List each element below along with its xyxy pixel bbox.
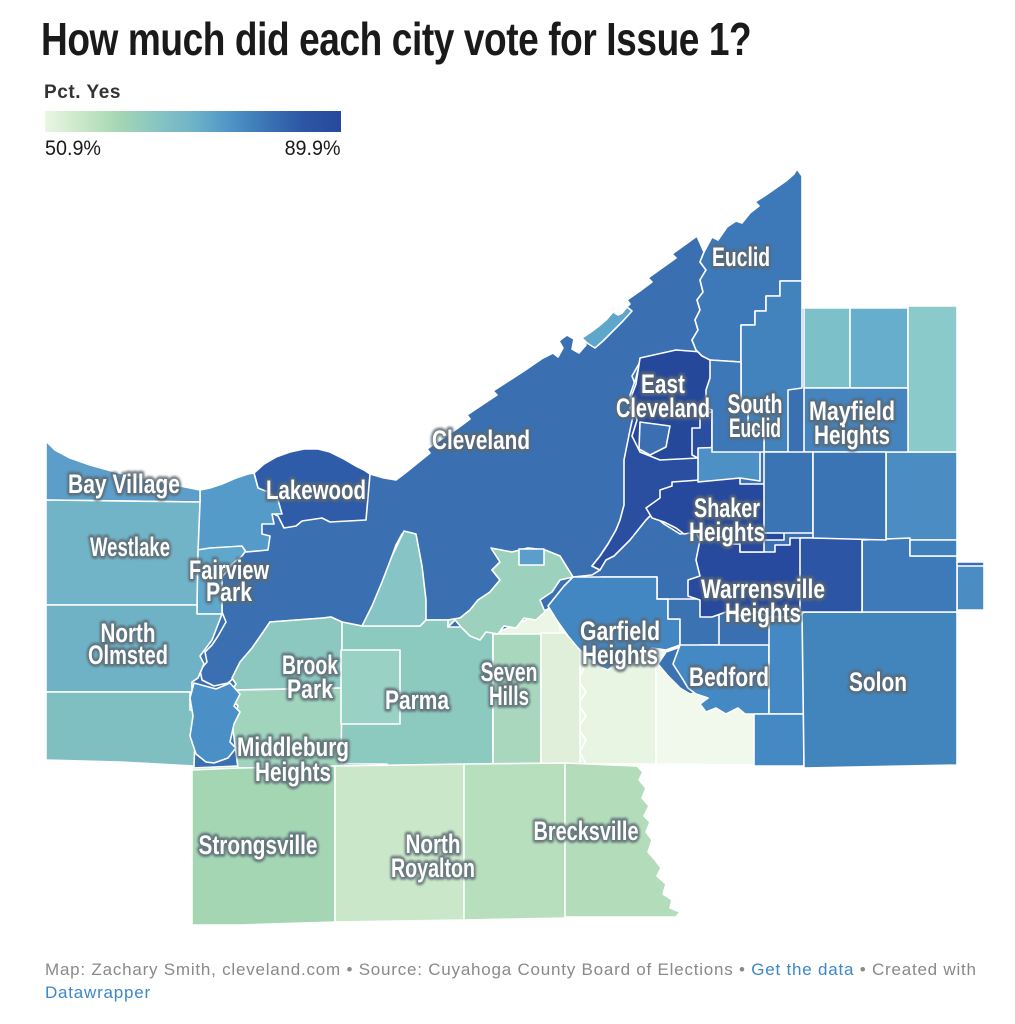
svg-text:Brook: Brook	[282, 650, 339, 680]
svg-text:Park: Park	[206, 577, 253, 607]
svg-text:Bay Village: Bay Village	[68, 469, 180, 499]
svg-text:North: North	[406, 829, 461, 859]
svg-text:Euclid: Euclid	[712, 242, 770, 272]
svg-text:Lakewood: Lakewood	[266, 475, 366, 505]
svg-text:South: South	[728, 389, 783, 419]
svg-text:Euclid: Euclid	[729, 413, 781, 443]
svg-text:Parma: Parma	[385, 685, 450, 715]
svg-text:Royalton: Royalton	[391, 853, 475, 883]
svg-text:Garfield: Garfield	[580, 616, 660, 646]
svg-text:Lakewood: Lakewood	[266, 475, 366, 505]
svg-text:Warrensville: Warrensville	[701, 574, 825, 604]
svg-text:Brook: Brook	[282, 650, 339, 680]
svg-text:Heights: Heights	[255, 757, 331, 787]
svg-text:Westlake: Westlake	[90, 532, 170, 562]
svg-text:Royalton: Royalton	[391, 853, 475, 883]
svg-text:Bedford: Bedford	[689, 662, 769, 692]
svg-text:North: North	[101, 618, 156, 648]
svg-text:Heights: Heights	[814, 420, 890, 450]
svg-text:Warrensville: Warrensville	[701, 574, 825, 604]
svg-text:Park: Park	[287, 674, 334, 704]
svg-text:Heights: Heights	[582, 640, 658, 670]
svg-text:Cleveland: Cleveland	[432, 425, 530, 455]
svg-text:Fairview: Fairview	[189, 555, 270, 585]
svg-text:Seven: Seven	[481, 657, 538, 687]
svg-text:Heights: Heights	[725, 598, 801, 628]
svg-text:Euclid: Euclid	[729, 413, 781, 443]
svg-text:Olmsted: Olmsted	[88, 640, 168, 670]
svg-text:Heights: Heights	[814, 420, 890, 450]
svg-text:Euclid: Euclid	[712, 242, 770, 272]
svg-text:Strongsville: Strongsville	[199, 830, 318, 860]
svg-text:Middleburg: Middleburg	[237, 732, 349, 762]
svg-text:Bedford: Bedford	[689, 662, 769, 692]
svg-text:Heights: Heights	[725, 598, 801, 628]
svg-text:Hills: Hills	[489, 681, 529, 711]
svg-text:South: South	[728, 389, 783, 419]
svg-text:Heights: Heights	[689, 517, 765, 547]
svg-text:Seven: Seven	[481, 657, 538, 687]
svg-text:Brecksville: Brecksville	[534, 816, 639, 846]
svg-text:Park: Park	[287, 674, 334, 704]
svg-text:Shaker: Shaker	[694, 493, 760, 523]
svg-text:Solon: Solon	[849, 667, 907, 697]
svg-text:Olmsted: Olmsted	[88, 640, 168, 670]
svg-text:Fairview: Fairview	[189, 555, 270, 585]
svg-text:Hills: Hills	[489, 681, 529, 711]
svg-text:Brecksville: Brecksville	[534, 816, 639, 846]
svg-text:Westlake: Westlake	[90, 532, 170, 562]
svg-text:Mayfield: Mayfield	[809, 396, 895, 426]
svg-text:Heights: Heights	[255, 757, 331, 787]
svg-text:Garfield: Garfield	[580, 616, 660, 646]
svg-text:North: North	[101, 618, 156, 648]
svg-text:Cleveland: Cleveland	[432, 425, 530, 455]
svg-text:East: East	[641, 369, 685, 399]
svg-text:North: North	[406, 829, 461, 859]
svg-text:Bay Village: Bay Village	[68, 469, 180, 499]
svg-text:Heights: Heights	[582, 640, 658, 670]
svg-text:Shaker: Shaker	[694, 493, 760, 523]
svg-text:Cleveland: Cleveland	[616, 393, 710, 423]
svg-text:Parma: Parma	[385, 685, 450, 715]
svg-text:Solon: Solon	[849, 667, 907, 697]
svg-text:Park: Park	[206, 577, 253, 607]
svg-text:Mayfield: Mayfield	[809, 396, 895, 426]
svg-text:Heights: Heights	[689, 517, 765, 547]
svg-text:East: East	[641, 369, 685, 399]
svg-text:Cleveland: Cleveland	[616, 393, 710, 423]
svg-text:Middleburg: Middleburg	[237, 732, 349, 762]
svg-text:Strongsville: Strongsville	[199, 830, 318, 860]
